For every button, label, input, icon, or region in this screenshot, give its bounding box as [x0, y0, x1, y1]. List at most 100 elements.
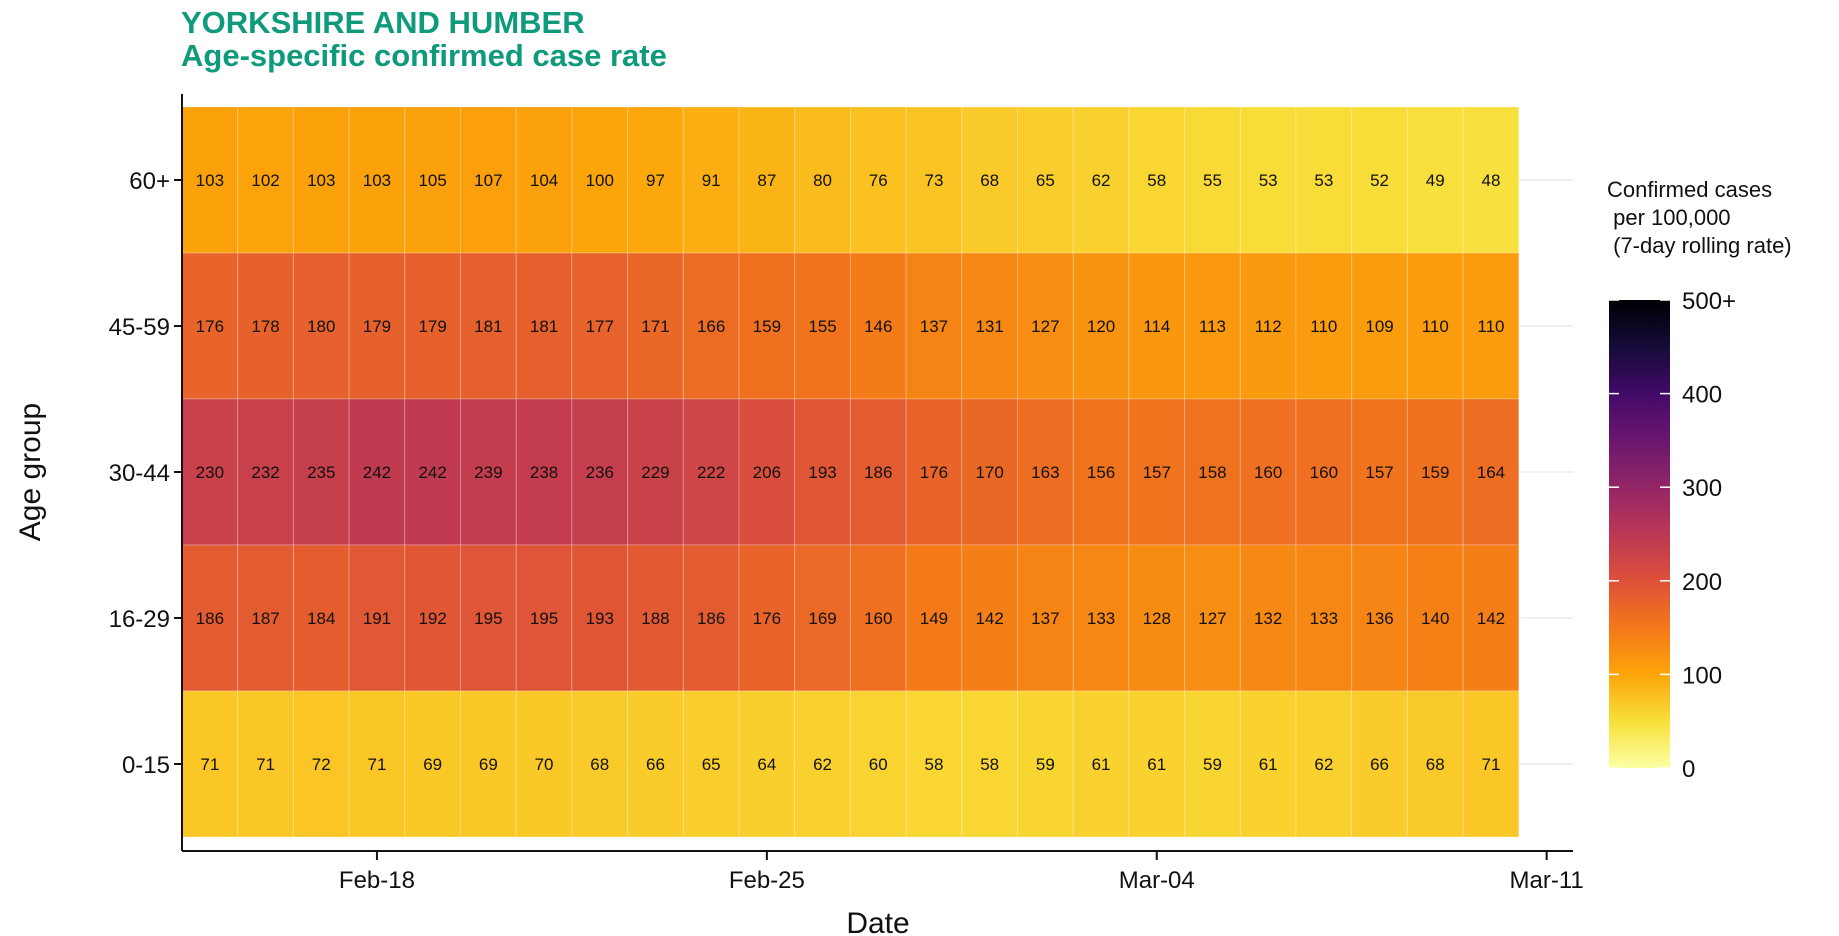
cell-value-label: 58: [980, 755, 999, 774]
cell-value-label: 53: [1259, 171, 1278, 190]
heatmap-cell: [738, 398, 796, 546]
cell-value-label: 65: [702, 755, 721, 774]
heatmap-cells: [181, 106, 1520, 838]
heatmap-cell: [682, 690, 740, 838]
cell-value-label: 132: [1254, 609, 1282, 628]
heatmap-cell: [1072, 544, 1130, 692]
cell-value-label: 59: [1203, 755, 1222, 774]
cell-value-label: 76: [869, 171, 888, 190]
cell-value-label: 127: [1031, 317, 1059, 336]
heatmap-cell: [515, 252, 573, 400]
cell-value-label: 169: [808, 609, 836, 628]
heatmap-cell: [961, 106, 1018, 254]
cell-value-label: 58: [924, 755, 943, 774]
cell-value-label: 171: [641, 317, 669, 336]
axes: Date Age group 60+ 45-59 30-44 16-29 0-15 Feb…: [14, 94, 1584, 936]
cell-value-label: 107: [474, 171, 502, 190]
cell-value-label: 206: [753, 463, 781, 482]
heatmap-cell: [905, 106, 963, 254]
heatmap-cell: [1462, 106, 1520, 254]
cell-value-label: 91: [702, 171, 721, 190]
heatmap-cell: [1184, 106, 1241, 254]
heatmap-cell: [1128, 252, 1186, 400]
heatmap-cell: [460, 398, 517, 546]
cell-value-label: 68: [590, 755, 609, 774]
heatmap-cell: [1462, 544, 1520, 692]
heatmap-cell: [849, 544, 907, 692]
legend-tick-label: 100: [1682, 662, 1722, 689]
cell-value-label: 127: [1198, 609, 1226, 628]
cell-value-label: 176: [196, 317, 224, 336]
cell-value-label: 181: [530, 317, 558, 336]
heatmap-cell: [1351, 690, 1408, 838]
cell-value-label: 176: [753, 609, 781, 628]
heatmap-cell: [515, 106, 573, 254]
heatmap-cell: [1295, 690, 1353, 838]
cell-value-label: 136: [1365, 609, 1393, 628]
cell-value-label: 163: [1031, 463, 1059, 482]
cell-value-label: 61: [1147, 755, 1166, 774]
heatmap-cell: [181, 398, 239, 546]
cell-value-label: 239: [474, 463, 502, 482]
cell-value-label: 142: [1477, 609, 1505, 628]
heatmap-cell: [348, 544, 406, 692]
cell-value-label: 62: [1314, 755, 1333, 774]
heatmap-cell: [1072, 106, 1130, 254]
cell-value-label: 64: [757, 755, 776, 774]
heatmap-cell: [1351, 106, 1408, 254]
cell-value-label: 102: [251, 171, 279, 190]
heatmap-cell: [1406, 252, 1464, 400]
heatmap-cell: [794, 398, 851, 546]
cell-value-label: 137: [920, 317, 948, 336]
cell-value-label: 103: [196, 171, 224, 190]
cell-value-label: 193: [586, 609, 614, 628]
heatmap-cell: [292, 252, 350, 400]
cell-value-label: 62: [813, 755, 832, 774]
legend-color-bar: [1609, 300, 1670, 768]
heatmap-cell: [1406, 106, 1464, 254]
heatmap-cell: [571, 398, 629, 546]
heatmap-cell: [961, 252, 1018, 400]
heatmap-cell: [292, 544, 350, 692]
cell-value-label: 159: [1421, 463, 1449, 482]
heatmap-cell: [1017, 106, 1074, 254]
cell-value-label: 60: [869, 755, 888, 774]
heatmap-cell: [571, 252, 629, 400]
heatmap-cell: [237, 690, 294, 838]
cell-value-label: 193: [808, 463, 836, 482]
heatmap-cell: [1017, 252, 1074, 400]
legend-tick-label: 0: [1682, 756, 1695, 783]
cell-value-label: 59: [1036, 755, 1055, 774]
cell-value-label: 69: [423, 755, 442, 774]
cell-value-label: 160: [1254, 463, 1282, 482]
cell-value-label: 71: [1481, 755, 1500, 774]
cell-value-label: 155: [808, 317, 836, 336]
y-tick-label: 60+: [129, 168, 170, 195]
heatmap-cell: [1406, 398, 1464, 546]
cell-value-label: 232: [251, 463, 279, 482]
cell-value-label: 128: [1143, 609, 1171, 628]
cell-value-label: 109: [1365, 317, 1393, 336]
cell-value-label: 73: [924, 171, 943, 190]
cell-value-label: 112: [1255, 317, 1282, 336]
heatmap-cell: [794, 252, 851, 400]
heatmap-cell: [292, 398, 350, 546]
cell-value-label: 72: [312, 755, 331, 774]
cell-value-label: 68: [1426, 755, 1445, 774]
cell-value-label: 181: [474, 317, 502, 336]
heatmap-cell: [404, 544, 461, 692]
heatmap-cell: [682, 398, 740, 546]
cell-value-label: 229: [641, 463, 669, 482]
heatmap-cell: [849, 106, 907, 254]
heatmap-cell: [738, 106, 796, 254]
heatmap-cell: [348, 106, 406, 254]
legend-title-line-3: (7-day rolling rate): [1607, 233, 1792, 258]
legend-tick-label: 200: [1682, 569, 1722, 596]
heatmap-cell: [682, 106, 740, 254]
color-legend: Confirmed cases per 100,000 (7-day rolli…: [1607, 177, 1792, 783]
cell-value-label: 140: [1421, 609, 1449, 628]
chart-title: YORKSHIRE AND HUMBER: [181, 5, 585, 40]
heatmap-cell: [1184, 398, 1241, 546]
heatmap-cell: [237, 106, 294, 254]
cell-value-label: 62: [1092, 171, 1111, 190]
